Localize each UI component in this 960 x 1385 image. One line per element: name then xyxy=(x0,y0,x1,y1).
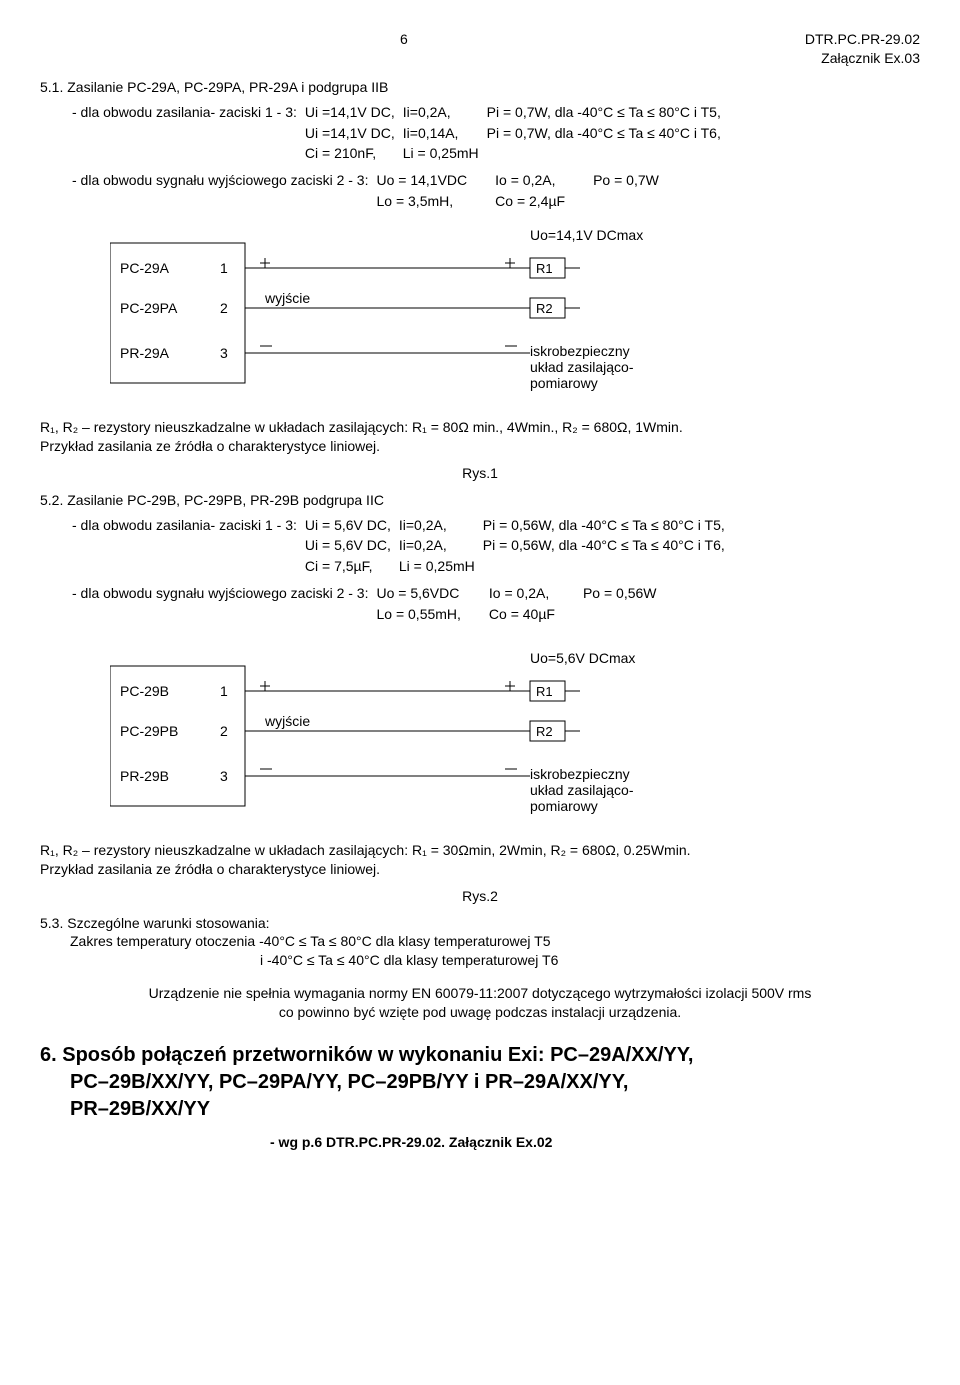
section-6-title-a: 6. Sposób połączeń przetworników w wykon… xyxy=(40,1042,920,1069)
dev1: PC-29B xyxy=(120,683,169,699)
po: Po = 0,56W xyxy=(563,584,663,603)
section-5-1-title: 5.1. Zasilanie PC-29A, PC-29PA, PR-29A i… xyxy=(40,78,920,97)
r2: R2 xyxy=(536,724,553,739)
iskro-1: iskrobezpieczny xyxy=(530,766,630,782)
note-2a: R₁, R₂ – rezystory nieuszkadzalne w ukła… xyxy=(40,841,920,860)
note-1a: R₁, R₂ – rezystory nieuszkadzalne w ukła… xyxy=(40,418,920,437)
label: - dla obwodu sygnału wyjściowego zaciski… xyxy=(72,171,374,190)
uo: Uo = 5,6VDC xyxy=(376,584,466,603)
io: Io = 0,2A, xyxy=(469,584,561,603)
iskro-2: układ zasilająco- xyxy=(530,782,634,798)
li: Li = 0,25mH xyxy=(399,557,481,576)
ii: Ii=0,2A, xyxy=(399,536,481,555)
iskro-3: pomiarowy xyxy=(530,798,598,814)
sec53-line2: i -40°C ≤ Ta ≤ 40°C dla klasy temperatur… xyxy=(260,951,920,970)
pi: Pi = 0,7W, dla -40°C ≤ Ta ≤ 40°C i T6, xyxy=(487,124,727,143)
lo: Lo = 3,5mH, xyxy=(376,192,473,211)
ui: Ui =14,1V DC, xyxy=(305,103,401,122)
iskro-1: iskrobezpieczny xyxy=(530,343,630,359)
n3: 3 xyxy=(220,768,228,784)
iskro-2: układ zasilająco- xyxy=(530,359,634,375)
label: - dla obwodu zasilania- zaciski 1 - 3: xyxy=(72,103,303,122)
n1: 1 xyxy=(220,260,228,276)
n2: 2 xyxy=(220,723,228,739)
diagram-2: PC-29B 1 PC-29PB 2 PR-29B 3 wyjście Uo=5… xyxy=(110,651,920,826)
pi: Pi = 0,56W, dla -40°C ≤ Ta ≤ 40°C i T6, xyxy=(483,536,731,555)
label: - dla obwodu zasilania- zaciski 1 - 3: xyxy=(72,516,303,535)
warning-1: Urządzenie nie spełnia wymagania normy E… xyxy=(40,984,920,1003)
pi: Pi = 0,7W, dla -40°C ≤ Ta ≤ 80°C i T5, xyxy=(487,103,727,122)
n1: 1 xyxy=(220,683,228,699)
n3: 3 xyxy=(220,345,228,361)
dev3: PR-29B xyxy=(120,768,169,784)
ii: Ii=0,14A, xyxy=(403,124,485,143)
circuit-diagram-1: PC-29A 1 PC-29PA 2 PR-29A 3 wyjście Uo=1… xyxy=(110,228,730,398)
section-5-2-title: 5.2. Zasilanie PC-29B, PC-29PB, PR-29B p… xyxy=(40,491,920,510)
co: Co = 40µF xyxy=(469,605,561,624)
ci: Ci = 7,5µF, xyxy=(305,557,397,576)
sec53-line1: Zakres temperatury otoczenia -40°C ≤ Ta … xyxy=(70,932,920,951)
diagram-1: PC-29A 1 PC-29PA 2 PR-29A 3 wyjście Uo=1… xyxy=(110,228,920,403)
dev1: PC-29A xyxy=(120,260,170,276)
page-number: 6 xyxy=(400,30,408,68)
r1: R1 xyxy=(536,684,553,699)
rys-2: Rys.2 xyxy=(40,887,920,906)
footer-ref: - wg p.6 DTR.PC.PR-29.02. Załącznik Ex.0… xyxy=(270,1133,920,1152)
rys-1: Rys.1 xyxy=(40,464,920,483)
li: Li = 0,25mH xyxy=(403,144,485,163)
io: Io = 0,2A, xyxy=(475,171,571,190)
note-2b: Przykład zasilania ze źródła o charakter… xyxy=(40,860,920,879)
ui: Ui = 5,6V DC, xyxy=(305,536,397,555)
r2: R2 xyxy=(536,301,553,316)
sec51-input-params: - dla obwodu zasilania- zaciski 1 - 3: U… xyxy=(70,101,729,166)
wyjscie-label: wyjście xyxy=(264,713,310,729)
lo: Lo = 0,55mH, xyxy=(376,605,466,624)
label: - dla obwodu sygnału wyjściowego zaciski… xyxy=(72,584,374,603)
uo-label: Uo=5,6V DCmax xyxy=(530,651,635,666)
sec52-input-params: - dla obwodu zasilania- zaciski 1 - 3: U… xyxy=(70,514,733,579)
note-1b: Przykład zasilania ze źródła o charakter… xyxy=(40,437,920,456)
warning-2: co powinno być wzięte pod uwagę podczas … xyxy=(40,1003,920,1022)
page-header: 6 DTR.PC.PR-29.02 Załącznik Ex.03 xyxy=(40,30,920,68)
ui: Ui =14,1V DC, xyxy=(305,124,401,143)
sec51-output-params: - dla obwodu sygnału wyjściowego zaciski… xyxy=(70,169,667,213)
dev3: PR-29A xyxy=(120,345,170,361)
ii: Ii=0,2A, xyxy=(399,516,481,535)
wyjscie-label: wyjście xyxy=(264,290,310,306)
co: Co = 2,4µF xyxy=(475,192,571,211)
section-6-title-b: PC–29B/XX/YY, PC–29PA/YY, PC–29PB/YY i P… xyxy=(70,1069,920,1096)
uo-label: Uo=14,1V DCmax xyxy=(530,228,643,243)
doc-ref-2: Załącznik Ex.03 xyxy=(821,50,920,66)
ci: Ci = 210nF, xyxy=(305,144,401,163)
doc-ref-1: DTR.PC.PR-29.02 xyxy=(805,31,920,47)
uo: Uo = 14,1VDC xyxy=(376,171,473,190)
footer-text: - wg p.6 DTR.PC.PR-29.02. Załącznik Ex.0… xyxy=(270,1134,552,1150)
section-5-3-title: 5.3. Szczególne warunki stosowania: xyxy=(40,914,920,933)
circuit-diagram-2: PC-29B 1 PC-29PB 2 PR-29B 3 wyjście Uo=5… xyxy=(110,651,730,821)
n2: 2 xyxy=(220,300,228,316)
sec52-output-params: - dla obwodu sygnału wyjściowego zaciski… xyxy=(70,582,665,626)
dev2: PC-29PA xyxy=(120,300,178,316)
dev2: PC-29PB xyxy=(120,723,178,739)
ii: Ii=0,2A, xyxy=(403,103,485,122)
section-6-title-c: PR–29B/XX/YY xyxy=(70,1096,920,1123)
pi: Pi = 0,56W, dla -40°C ≤ Ta ≤ 80°C i T5, xyxy=(483,516,731,535)
ui: Ui = 5,6V DC, xyxy=(305,516,397,535)
po: Po = 0,7W xyxy=(573,171,665,190)
r1: R1 xyxy=(536,261,553,276)
iskro-3: pomiarowy xyxy=(530,375,598,391)
